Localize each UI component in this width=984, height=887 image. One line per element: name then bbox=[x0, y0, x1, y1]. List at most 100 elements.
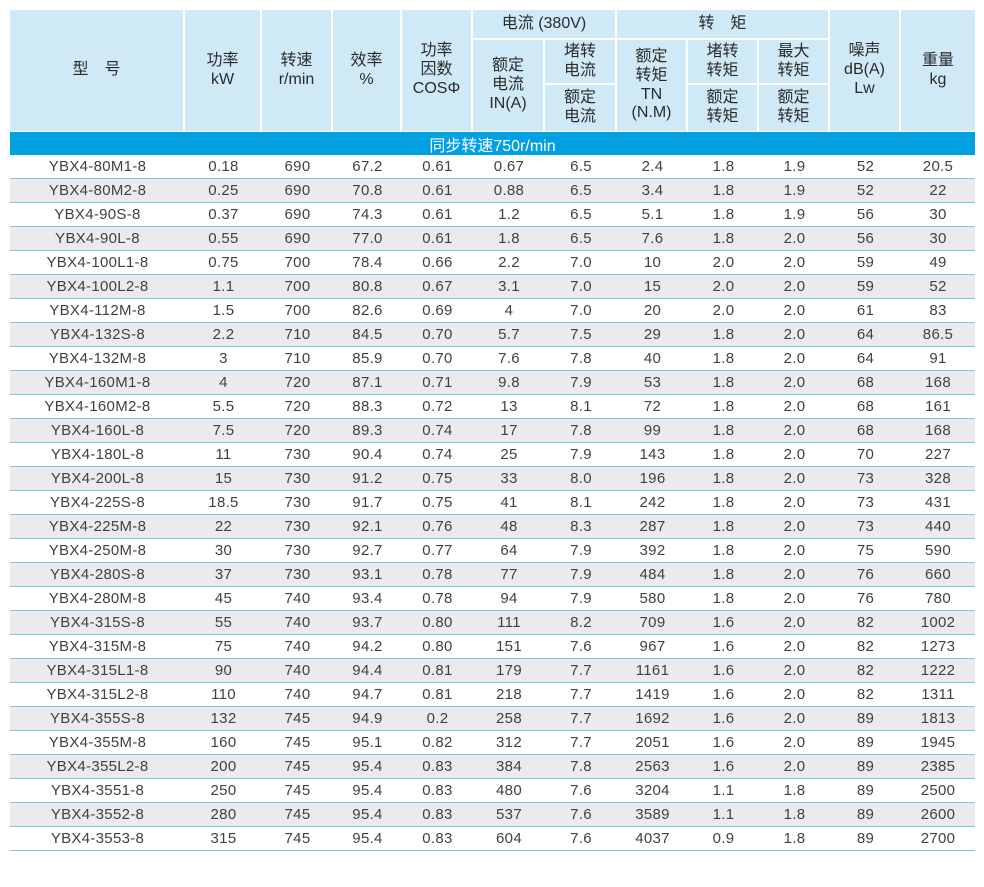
cell-noise-db: 64 bbox=[856, 350, 875, 367]
cell-locked-to-rated-torque: 2.0 bbox=[712, 254, 735, 271]
cell-locked-to-rated-current: 8.1 bbox=[570, 494, 592, 511]
cell-power-kw: 45 bbox=[214, 590, 233, 607]
cell-model: YBX4-315M-8 bbox=[48, 638, 147, 655]
table-row: YBX4-3553-8 315 745 95.4 0.83 604 7.6 4037 0.9 1.… bbox=[10, 827, 975, 851]
cell-max-to-rated-torque: 2.0 bbox=[783, 494, 806, 511]
cell-power-kw: 90 bbox=[214, 662, 233, 679]
cell-rated-current: 0.67 bbox=[493, 158, 525, 175]
cell-noise-db: 76 bbox=[856, 590, 875, 607]
cell-model: YBX4-315S-8 bbox=[49, 614, 146, 631]
cell-rated-current: 0.88 bbox=[493, 182, 525, 199]
cell-locked-to-rated-torque: 1.6 bbox=[712, 710, 735, 727]
cell-noise-db: 82 bbox=[856, 614, 875, 631]
cell-locked-to-rated-current: 8.2 bbox=[570, 614, 592, 631]
cell-efficiency-pct: 93.7 bbox=[352, 614, 383, 631]
cell-speed-rpm: 745 bbox=[284, 710, 311, 727]
cell-power-kw: 37 bbox=[214, 566, 233, 583]
cell-noise-db: 76 bbox=[856, 566, 875, 583]
cell-efficiency-pct: 67.2 bbox=[352, 158, 383, 175]
cell-noise-db: 68 bbox=[856, 422, 875, 439]
cell-rated-torque: 3.4 bbox=[641, 182, 664, 199]
table-row: YBX4-160M1-8 4 720 87.1 0.71 9.8 7.9 53 1.8 2.0 68… bbox=[10, 371, 975, 395]
cell-noise-db: 70 bbox=[856, 446, 875, 463]
cell-noise-db: 89 bbox=[856, 758, 875, 775]
cell-model: YBX4-160M1-8 bbox=[44, 374, 151, 391]
cell-efficiency-pct: 78.4 bbox=[352, 254, 383, 271]
cell-noise-db: 89 bbox=[856, 830, 875, 847]
header-rated-torque: 额定 转矩 TN (N.M) bbox=[617, 40, 688, 131]
cell-locked-to-rated-torque: 1.6 bbox=[712, 662, 735, 679]
table-row: YBX4-280S-8 37 730 93.1 0.78 77 7.9 484 1.8 2.0 76… bbox=[10, 563, 975, 587]
cell-weight-kg: 780 bbox=[925, 590, 951, 607]
cell-weight-kg: 30 bbox=[929, 230, 947, 247]
cell-noise-db: 73 bbox=[856, 470, 875, 487]
cell-efficiency-pct: 94.4 bbox=[352, 662, 383, 679]
cell-efficiency-pct: 93.4 bbox=[352, 590, 383, 607]
cell-cos-phi: 0.71 bbox=[422, 374, 453, 391]
cell-rated-torque: 29 bbox=[643, 326, 662, 343]
cell-locked-to-rated-current: 7.9 bbox=[570, 590, 592, 607]
cell-cos-phi: 0.66 bbox=[422, 254, 453, 271]
cell-model: YBX4-315L1-8 bbox=[46, 662, 149, 679]
cell-power-kw: 0.75 bbox=[208, 254, 239, 271]
cell-max-to-rated-torque: 2.0 bbox=[783, 566, 806, 583]
cell-model: YBX4-160L-8 bbox=[50, 422, 145, 439]
cell-power-kw: 7.5 bbox=[212, 422, 235, 439]
cell-max-to-rated-torque: 2.0 bbox=[783, 278, 806, 295]
cell-rated-torque: 2.4 bbox=[641, 158, 664, 175]
header-locked-current-den: 额定 电流 bbox=[545, 85, 617, 131]
cell-speed-rpm: 710 bbox=[284, 350, 311, 367]
cell-model: YBX4-132M-8 bbox=[48, 350, 147, 367]
cell-max-to-rated-torque: 2.0 bbox=[783, 518, 806, 535]
cell-efficiency-pct: 88.3 bbox=[352, 398, 383, 415]
cell-locked-to-rated-torque: 1.8 bbox=[712, 350, 735, 367]
cell-max-to-rated-torque: 2.0 bbox=[783, 302, 806, 319]
cell-rated-torque: 967 bbox=[639, 638, 666, 655]
cell-locked-to-rated-current: 7.9 bbox=[570, 566, 592, 583]
cell-locked-to-rated-current: 7.5 bbox=[570, 326, 592, 343]
cell-locked-to-rated-current: 7.0 bbox=[570, 254, 592, 271]
cell-weight-kg: 1945 bbox=[920, 734, 956, 751]
cell-efficiency-pct: 82.6 bbox=[352, 302, 383, 319]
cell-model: YBX4-200L-8 bbox=[50, 470, 145, 487]
cell-speed-rpm: 720 bbox=[284, 422, 311, 439]
cell-rated-torque: 484 bbox=[639, 566, 666, 583]
cell-rated-torque: 53 bbox=[643, 374, 662, 391]
cell-cos-phi: 0.70 bbox=[422, 350, 453, 367]
cell-model: YBX4-355M-8 bbox=[48, 734, 147, 751]
table-row: YBX4-180L-8 11 730 90.4 0.74 25 7.9 143 1.8 2.0 70… bbox=[10, 443, 975, 467]
cell-cos-phi: 0.61 bbox=[422, 206, 453, 223]
cell-locked-to-rated-current: 7.9 bbox=[570, 374, 592, 391]
cell-speed-rpm: 730 bbox=[284, 470, 311, 487]
cell-model: YBX4-180L-8 bbox=[50, 446, 145, 463]
cell-efficiency-pct: 94.7 bbox=[352, 686, 383, 703]
cell-locked-to-rated-current: 6.5 bbox=[570, 182, 592, 199]
cell-speed-rpm: 745 bbox=[284, 782, 311, 799]
cell-power-kw: 200 bbox=[210, 758, 237, 775]
cell-model: YBX4-280M-8 bbox=[48, 590, 147, 607]
cell-rated-torque: 287 bbox=[639, 518, 666, 535]
cell-power-kw: 2.2 bbox=[212, 326, 235, 343]
cell-cos-phi: 0.75 bbox=[422, 470, 453, 487]
cell-efficiency-pct: 95.4 bbox=[352, 806, 383, 823]
cell-rated-current: 41 bbox=[500, 494, 518, 511]
cell-locked-to-rated-current: 8.1 bbox=[570, 398, 592, 415]
cell-speed-rpm: 740 bbox=[284, 638, 311, 655]
cell-rated-torque: 7.6 bbox=[641, 230, 664, 247]
cell-rated-current: 151 bbox=[496, 638, 522, 655]
header-noise-db: 噪声 dB(A) Lw bbox=[830, 10, 901, 131]
cell-efficiency-pct: 91.2 bbox=[352, 470, 383, 487]
cell-weight-kg: 83 bbox=[929, 302, 947, 319]
cell-efficiency-pct: 85.9 bbox=[352, 350, 383, 367]
cell-cos-phi: 0.2 bbox=[426, 710, 449, 727]
cell-rated-current: 17 bbox=[500, 422, 518, 439]
cell-rated-current: 537 bbox=[496, 806, 522, 823]
cell-speed-rpm: 745 bbox=[284, 758, 311, 775]
cell-locked-to-rated-torque: 1.6 bbox=[712, 638, 735, 655]
cell-rated-current: 5.7 bbox=[498, 326, 520, 343]
cell-rated-current: 48 bbox=[500, 518, 518, 535]
cell-rated-current: 25 bbox=[500, 446, 518, 463]
sync-speed-banner: 同步转速750r/min bbox=[10, 131, 975, 155]
cell-rated-current: 312 bbox=[496, 734, 522, 751]
cell-rated-current: 384 bbox=[496, 758, 522, 775]
